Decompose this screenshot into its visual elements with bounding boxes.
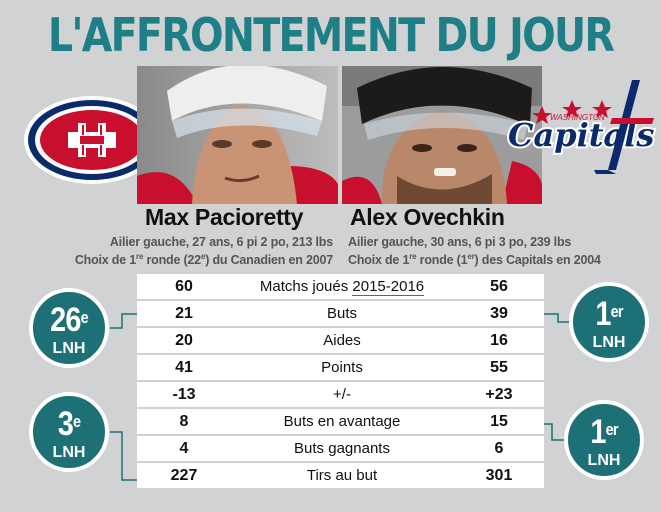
season-label: 2015-2016: [352, 278, 425, 296]
left-value: 21: [175, 305, 193, 322]
right-value: 16: [490, 332, 508, 349]
badge-rank: 1er: [590, 413, 618, 451]
left-value: 20: [175, 332, 193, 349]
left-value: 8: [179, 413, 189, 430]
right-value: +23: [485, 386, 513, 403]
canadiens-logo: [22, 94, 162, 191]
badge-league: LNH: [587, 452, 621, 469]
badge-rank: 26e: [50, 301, 89, 339]
badge-league: LNH: [592, 334, 626, 351]
table-row: 60 Matchs joués 2015-2016 56: [137, 274, 544, 299]
table-row: 41 Points 55: [137, 355, 544, 380]
table-row: 227 Tirs au but 301: [137, 463, 544, 488]
rank-badge-right-goals: 1er LNH: [569, 282, 649, 362]
left-value: -13: [172, 386, 196, 403]
left-value: 41: [175, 359, 193, 376]
left-player-name: Max Pacioretty: [145, 204, 304, 230]
capitals-logo: WASHINGTON Capitals Capitals: [504, 78, 660, 183]
stat-label: Buts en avantage: [283, 413, 401, 430]
stat-label: Aides: [323, 332, 361, 349]
table-row: 4 Buts gagnants 6: [137, 436, 544, 461]
left-value: 4: [179, 440, 189, 457]
left-value: 227: [170, 467, 198, 484]
svg-text:WASHINGTON: WASHINGTON: [550, 113, 605, 122]
stat-label: Buts gagnants: [294, 440, 390, 457]
table-row: 8 Buts en avantage 15: [137, 409, 544, 434]
rank-badge-right-powerplay: 1er LNH: [564, 400, 644, 480]
stat-label: Points: [321, 359, 363, 376]
right-player-name: Alex Ovechkin: [350, 204, 505, 230]
stat-label: Buts: [326, 305, 357, 322]
right-player-info-line2: Choix de 1re ronde (1er) des Capitals en…: [348, 252, 601, 268]
right-value: 39: [490, 305, 508, 322]
ovechkin-photo: [342, 66, 542, 204]
page-title: L'AFFRONTEMENT DU JOUR: [47, 8, 615, 62]
right-value: 56: [490, 278, 508, 295]
right-value: 55: [490, 359, 508, 376]
table-row: 21 Buts 39: [137, 301, 544, 326]
stats-table: 60 Matchs joués 2015-2016 56 21 Buts 39 …: [137, 274, 544, 490]
badge-league: LNH: [52, 444, 86, 461]
stat-label: +/-: [333, 386, 351, 403]
badge-rank: 1er: [595, 295, 623, 333]
stat-label: Tirs au but: [306, 467, 378, 484]
left-value: 60: [175, 278, 193, 295]
pacioretty-photo: [137, 66, 338, 204]
svg-text:Capitals: Capitals: [508, 116, 654, 154]
table-row: 20 Aides 16: [137, 328, 544, 353]
badge-rank: 3e: [57, 405, 81, 443]
rank-badge-left-goals: 26e LNH: [29, 288, 109, 368]
stat-label: Matchs joués 2015-2016: [259, 278, 425, 296]
rank-badge-left-shots: 3e LNH: [29, 392, 109, 472]
right-value: 15: [490, 413, 508, 430]
badge-league: LNH: [52, 340, 86, 357]
table-row: -13 +/- +23: [137, 382, 544, 407]
left-player-info-line1: Ailier gauche, 27 ans, 6 pi 2 po, 213 lb…: [109, 235, 333, 249]
left-player-info-line2: Choix de 1re ronde (22e) du Canadien en …: [74, 252, 333, 268]
right-value: 301: [485, 467, 513, 484]
right-player-info-line1: Ailier gauche, 30 ans, 6 pi 3 po, 239 lb…: [348, 235, 572, 249]
right-value: 6: [494, 440, 504, 457]
